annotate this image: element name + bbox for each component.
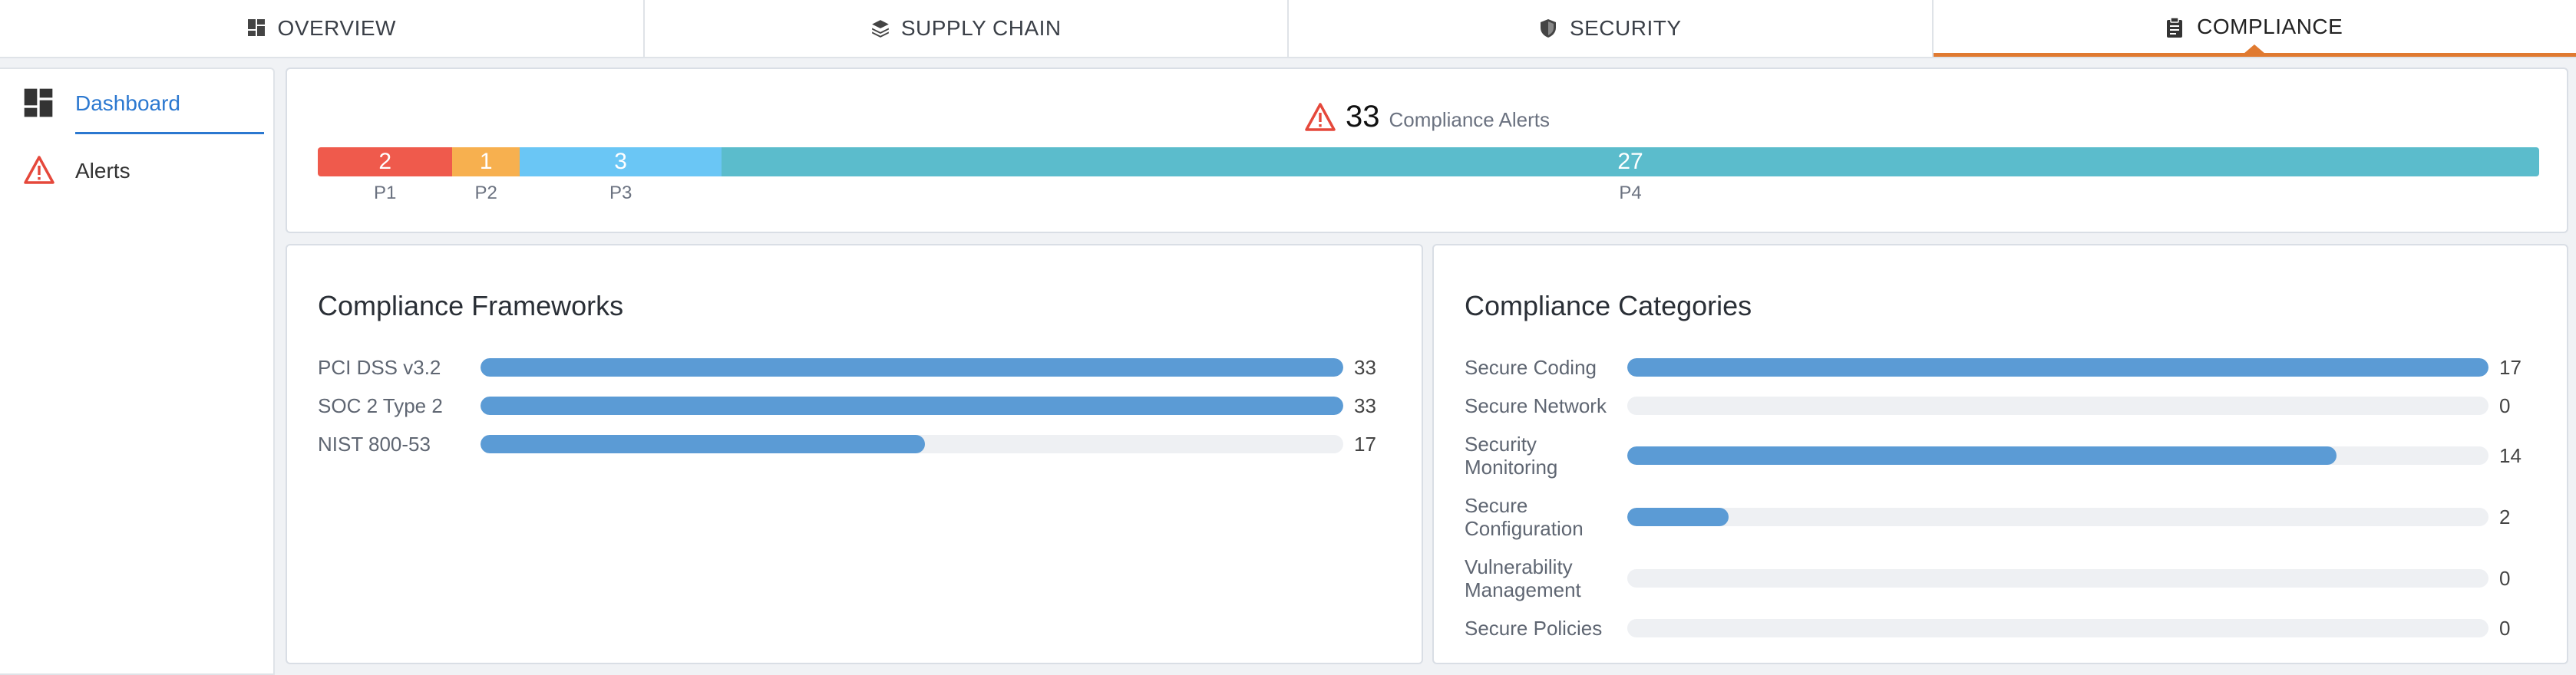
priority-segment-p3[interactable]: 3 xyxy=(520,147,722,176)
row-label: Secure Network xyxy=(1465,394,1607,417)
priority-label-p2: P2 xyxy=(474,183,497,203)
tab-label: SUPPLY CHAIN xyxy=(900,16,1062,40)
bar-fill xyxy=(1627,358,2488,377)
row-label: Secure Policies xyxy=(1465,617,1603,640)
compliance-frameworks-card: Compliance Frameworks PCI DSS v3.2 33 SOC … xyxy=(286,244,1423,664)
sidebar-item-alerts[interactable]: Alerts xyxy=(23,155,130,187)
bar-row[interactable]: Secure Configuration 2 xyxy=(1465,486,2524,548)
alerts-header: 33 Compliance Alerts xyxy=(287,100,2567,134)
priority-label-p3: P3 xyxy=(609,183,632,203)
bar-row[interactable]: SOC 2 Type 2 33 xyxy=(318,387,1379,425)
priority-label-p1: P1 xyxy=(374,183,397,203)
bar-row[interactable]: Security Monitoring 14 xyxy=(1465,425,2524,486)
row-label: PCI DSS v3.2 xyxy=(318,356,441,379)
sidebar-item-dashboard[interactable]: Dashboard xyxy=(23,87,180,120)
bar-track xyxy=(481,435,1343,453)
row-label: Security Monitoring xyxy=(1465,433,1558,479)
bar-track xyxy=(1627,508,2488,526)
row-label: SOC 2 Type 2 xyxy=(318,394,443,417)
tab-label: OVERVIEW xyxy=(277,16,396,40)
card-title: Compliance Categories xyxy=(1465,290,1752,321)
active-indicator xyxy=(75,132,264,134)
shield-icon xyxy=(1539,18,1559,38)
tab-label: COMPLIANCE xyxy=(2197,14,2343,38)
bar-row[interactable]: PCI DSS v3.2 33 xyxy=(318,348,1379,387)
sidebar-item-label: Alerts xyxy=(75,159,130,183)
top-tab-bar: OVERVIEW SUPPLY CHAIN SECURITY COMPLIANC… xyxy=(0,0,2576,58)
tab-supply-chain[interactable]: SUPPLY CHAIN xyxy=(645,0,1289,57)
row-value: 14 xyxy=(2499,443,2522,467)
bar-fill xyxy=(1627,508,1729,526)
dashboard-grid-icon xyxy=(247,18,267,38)
bar-row[interactable]: Vulnerability Management 0 xyxy=(1465,548,2524,609)
bar-track xyxy=(1627,619,2488,637)
sidebar: Dashboard Alerts xyxy=(0,68,275,675)
row-label: NIST 800-53 xyxy=(318,433,431,456)
bar-track xyxy=(1627,446,2488,465)
card-title: Compliance Frameworks xyxy=(318,290,624,321)
layers-stack-icon xyxy=(870,18,890,38)
alerts-label: Compliance Alerts xyxy=(1389,108,1551,131)
row-value: 2 xyxy=(2499,505,2511,528)
row-label: Vulnerability Management xyxy=(1465,555,1581,601)
row-label: Secure Coding xyxy=(1465,356,1597,379)
warning-triangle-icon xyxy=(1304,102,1336,133)
bar-row[interactable]: Secure Policies 0 xyxy=(1465,609,2524,647)
tab-label: SECURITY xyxy=(1569,16,1682,40)
bar-track xyxy=(481,397,1343,415)
row-value: 0 xyxy=(2499,566,2511,590)
sidebar-item-label: Dashboard xyxy=(75,91,180,115)
clipboard-icon xyxy=(2166,16,2186,38)
row-value: 0 xyxy=(2499,616,2511,640)
priority-segment-p1[interactable]: 2 xyxy=(318,147,453,176)
dashboard-grid-icon xyxy=(23,87,55,120)
row-label: Secure Configuration xyxy=(1465,494,1584,540)
priority-labels: P1 P2 P3 P4 xyxy=(318,183,2539,206)
row-value: 33 xyxy=(1354,393,1376,417)
bar-row[interactable]: Secure Coding 17 xyxy=(1465,348,2524,387)
frameworks-list: PCI DSS v3.2 33 SOC 2 Type 2 33 NIST 800-53 1… xyxy=(318,348,1379,463)
priority-bar: 2 1 3 27 xyxy=(318,147,2539,176)
priority-segment-p4[interactable]: 27 xyxy=(722,147,2539,176)
compliance-alerts-card: 33 Compliance Alerts 2 1 3 27 P1 P2 P3 P4 xyxy=(286,68,2568,233)
categories-list: Secure Coding 17 Secure Network 0 Security M… xyxy=(1465,348,2524,647)
bar-fill xyxy=(1627,446,2337,465)
bar-fill xyxy=(481,397,1343,415)
row-value: 17 xyxy=(2499,355,2522,379)
bar-fill xyxy=(481,358,1343,377)
bar-row[interactable]: NIST 800-53 17 xyxy=(318,425,1379,463)
bar-track xyxy=(481,358,1343,377)
warning-triangle-icon xyxy=(23,155,55,187)
tab-compliance[interactable]: COMPLIANCE xyxy=(1933,0,2576,57)
compliance-categories-card: Compliance Categories Secure Coding 17 Sec… xyxy=(1432,244,2568,664)
alerts-count: 33 xyxy=(1345,100,1380,133)
bar-fill xyxy=(481,435,926,453)
tab-security[interactable]: SECURITY xyxy=(1289,0,1934,57)
row-value: 17 xyxy=(1354,432,1376,456)
tab-overview[interactable]: OVERVIEW xyxy=(0,0,645,57)
priority-label-p4: P4 xyxy=(1619,183,1642,203)
bar-track xyxy=(1627,358,2488,377)
bar-track xyxy=(1627,569,2488,588)
row-value: 0 xyxy=(2499,393,2511,417)
row-value: 33 xyxy=(1354,355,1376,379)
bar-row[interactable]: Secure Network 0 xyxy=(1465,387,2524,425)
bar-track xyxy=(1627,397,2488,415)
priority-segment-p2[interactable]: 1 xyxy=(452,147,520,176)
